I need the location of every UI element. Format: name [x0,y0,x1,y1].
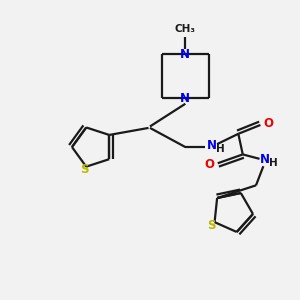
Text: N: N [260,153,270,166]
Text: O: O [263,117,273,130]
Text: S: S [80,163,89,176]
Text: N: N [207,139,217,152]
Text: O: O [205,158,215,171]
Text: N: N [180,48,190,61]
Text: CH₃: CH₃ [175,24,196,34]
Text: H: H [216,143,224,154]
Text: N: N [180,92,190,105]
Text: S: S [207,219,216,232]
Text: H: H [269,158,278,168]
